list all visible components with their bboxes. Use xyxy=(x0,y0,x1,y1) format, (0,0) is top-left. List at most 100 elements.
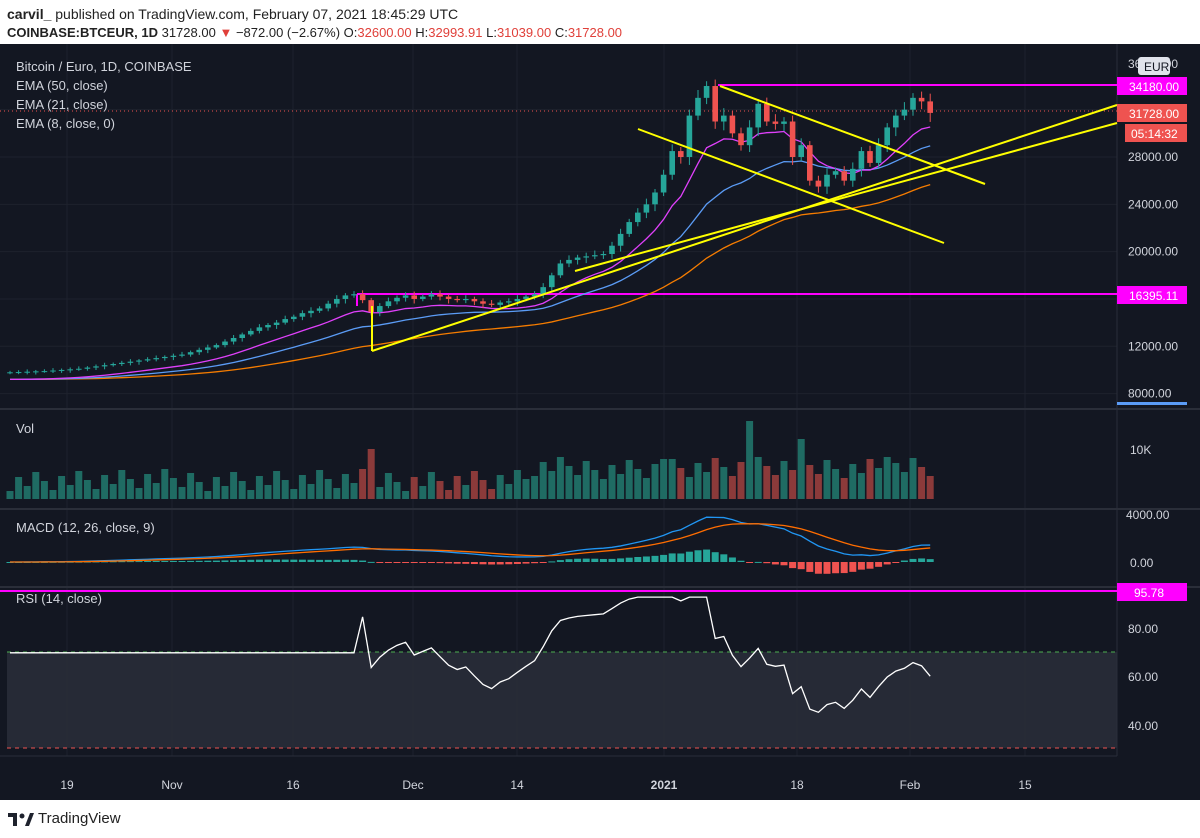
ema8-line xyxy=(9,126,931,381)
time-axis[interactable] xyxy=(0,756,1200,800)
macd-histogram-bar xyxy=(617,558,625,562)
macd-histogram-bar xyxy=(118,561,126,563)
macd-histogram-bar xyxy=(849,562,857,572)
rsi-band xyxy=(7,652,1117,748)
price-tick-4: 8000.00 xyxy=(1128,387,1172,401)
candle-body xyxy=(359,294,366,301)
macd-histogram-bar xyxy=(548,561,556,563)
price-axis[interactable]: 28000.00 24000.00 20000.00 12000.00 8000.00 xyxy=(1128,150,1178,401)
macd-histogram-bar xyxy=(703,549,711,562)
candle-body xyxy=(299,313,306,317)
candle-body xyxy=(660,174,667,193)
candle-body xyxy=(41,371,48,373)
volume-bar xyxy=(918,467,926,499)
candle-body xyxy=(600,254,607,256)
candle-body xyxy=(205,347,211,350)
symbol-label: COINBASE:BTCEUR, 1D xyxy=(7,25,158,40)
axis-scroll-indicator[interactable] xyxy=(1117,402,1187,405)
x-tick-4: 14 xyxy=(510,778,524,792)
macd-histogram-bar xyxy=(875,562,883,567)
volume-bar xyxy=(608,465,616,499)
candle-body xyxy=(24,371,30,373)
trendline-descending-lower[interactable] xyxy=(637,128,945,244)
author-name[interactable]: carvil_ xyxy=(7,6,52,22)
volume-bar xyxy=(350,483,358,499)
tradingview-logo-icon[interactable] xyxy=(8,810,34,828)
candle-body xyxy=(729,115,736,134)
volume-bar xyxy=(23,486,31,499)
price-tick-0: 28000.00 xyxy=(1128,150,1178,164)
candle-body xyxy=(617,233,624,246)
volume-bar xyxy=(393,482,401,499)
candle-body xyxy=(721,115,727,122)
volume-bar xyxy=(737,462,745,499)
macd-histogram-bar xyxy=(574,558,582,562)
candle-body xyxy=(910,97,916,110)
support-price-text: 16395.11 xyxy=(1129,289,1178,303)
volume-bar xyxy=(230,472,238,499)
candle-body xyxy=(506,301,512,303)
macd-histogram-bar xyxy=(264,559,272,562)
candle-body xyxy=(832,171,839,175)
volume-bar xyxy=(169,478,177,499)
candle-body xyxy=(445,296,452,299)
volume-bar xyxy=(290,489,298,499)
trendline-lower-support[interactable] xyxy=(371,104,1118,352)
candle-body xyxy=(239,334,245,338)
volume-bar xyxy=(316,470,324,499)
volume-bar xyxy=(152,483,160,499)
chart-canvas[interactable]: Bitcoin / Euro, 1D, COINBASE EMA (50, cl… xyxy=(0,44,1200,800)
candle-body xyxy=(703,86,710,98)
down-arrow-icon: ▼ xyxy=(219,25,233,40)
macd-tick-4000: 4000.00 xyxy=(1126,508,1170,522)
trendline-upper-support[interactable] xyxy=(574,122,1118,272)
volume-bar xyxy=(513,470,521,499)
last-price: 31728.00 xyxy=(161,25,216,40)
candle-body xyxy=(58,369,65,371)
macd-histogram xyxy=(6,549,934,574)
macd-histogram-bar xyxy=(144,561,152,563)
trendline-descending-upper[interactable] xyxy=(719,85,986,185)
macd-histogram-bar xyxy=(918,558,926,562)
volume-bar xyxy=(83,480,91,499)
candle-body xyxy=(282,319,288,323)
volume-bar xyxy=(496,475,504,499)
macd-histogram-bar xyxy=(445,562,453,564)
support-price-tag xyxy=(1117,286,1187,304)
candle-body xyxy=(222,341,228,346)
candle-body xyxy=(875,145,882,163)
legend-rsi[interactable]: RSI (14, close) xyxy=(16,591,102,606)
open-value: 32600.00 xyxy=(357,25,412,40)
legend-ema8[interactable]: EMA (8, close, 0) xyxy=(16,116,115,131)
legend-volume[interactable]: Vol xyxy=(16,421,34,436)
volume-bar xyxy=(221,486,229,499)
ohlc-line: COINBASE:BTCEUR, 1D 31728.00 ▼ −872.00 (… xyxy=(7,25,622,40)
legend-ema50[interactable]: EMA (50, close) xyxy=(16,78,108,93)
volume-bar xyxy=(281,480,289,499)
volume-bar xyxy=(58,476,66,499)
volume-bar xyxy=(711,458,719,499)
volume-bar xyxy=(307,484,315,499)
candle-body xyxy=(334,298,340,304)
volume-bar xyxy=(548,471,556,499)
volume-bar xyxy=(926,476,934,499)
volume-bar xyxy=(875,468,883,499)
volume-bar xyxy=(264,485,272,499)
macd-histogram-bar xyxy=(694,550,702,562)
legend-macd[interactable]: MACD (12, 26, close, 9) xyxy=(16,520,155,535)
volume-bar xyxy=(582,461,590,499)
macd-histogram-bar xyxy=(298,559,306,562)
tradingview-brand[interactable]: TradingView xyxy=(38,810,121,827)
macd-histogram-bar xyxy=(556,560,564,562)
currency-badge[interactable] xyxy=(1138,57,1170,75)
macd-histogram-bar xyxy=(333,559,341,562)
candle-body xyxy=(179,354,185,356)
x-tick-2: 16 xyxy=(286,778,300,792)
candle-body xyxy=(678,151,684,157)
candle-body xyxy=(316,308,323,311)
legend-ema21[interactable]: EMA (21, close) xyxy=(16,97,108,112)
volume-bar xyxy=(522,479,530,499)
volume-bar xyxy=(126,479,134,499)
resistance-price-text: 34180.00 xyxy=(1129,80,1179,94)
candle-body xyxy=(76,368,82,370)
